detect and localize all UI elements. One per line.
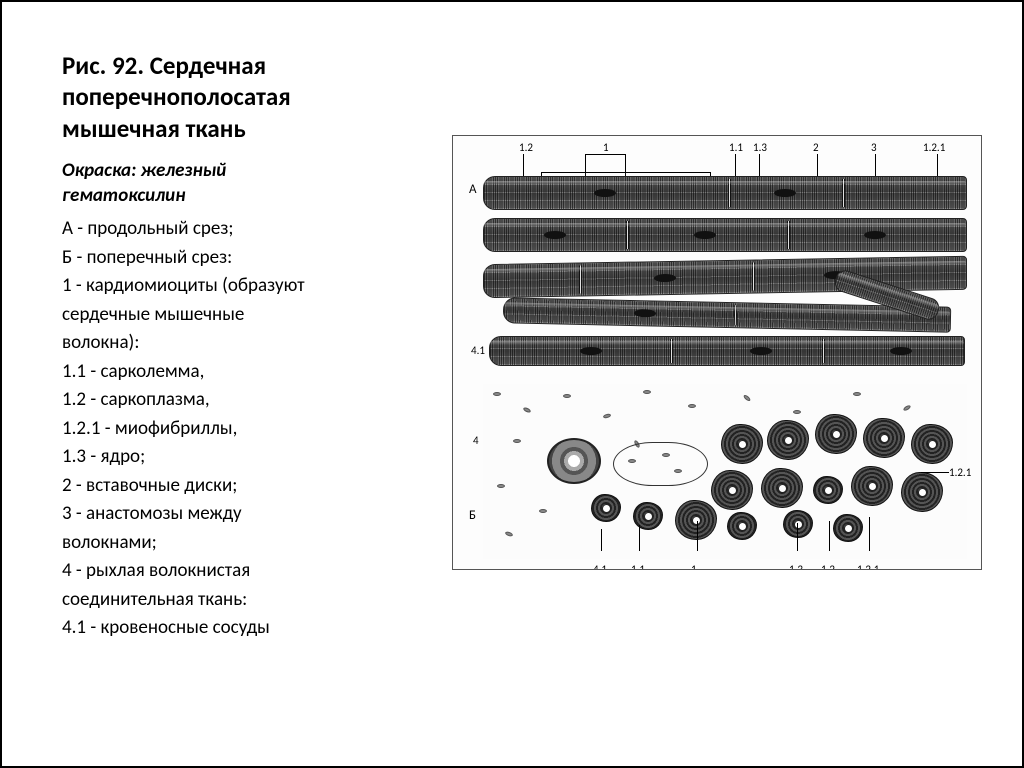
figure-column: 1.2 1 1.1 1.3 2 3 1.2.1 А bbox=[452, 50, 982, 726]
legend-line: А - продольный срез; bbox=[62, 215, 422, 244]
leader-line bbox=[869, 517, 870, 551]
leader-line bbox=[639, 525, 640, 551]
cross-section-cell bbox=[911, 424, 953, 464]
legend-line: 2 - вставочные диски; bbox=[62, 472, 422, 501]
cross-section-cell bbox=[813, 476, 843, 504]
cross-section-cell bbox=[783, 510, 813, 538]
leader-line bbox=[921, 472, 949, 473]
section-a-label: А bbox=[469, 182, 477, 197]
callout: 1.2.1 bbox=[923, 141, 945, 154]
cross-section-cell bbox=[815, 414, 857, 454]
callout: 1.2 bbox=[821, 563, 835, 570]
legend-line: соединительная ткань: bbox=[62, 586, 422, 615]
cross-section-cell bbox=[633, 502, 663, 530]
legend-line: 4.1 - кровеносные сосуды bbox=[62, 614, 422, 643]
title-line-1: Сердечная bbox=[150, 50, 266, 81]
legend-column: Рис. 92. Сердечная поперечнополосатая мы… bbox=[62, 50, 422, 726]
legend-line: 1 - кардиомиоциты (образуют bbox=[62, 272, 422, 301]
stain-line-1: Окраска: железный bbox=[62, 159, 226, 182]
callout: 1.3 bbox=[789, 563, 803, 570]
cross-section-cell bbox=[591, 494, 621, 522]
legend-line: 1.2.1 - миофибриллы, bbox=[62, 415, 422, 444]
cross-section-cell bbox=[711, 470, 753, 510]
callout: 1.1 bbox=[631, 563, 645, 570]
cross-section-cell bbox=[833, 514, 863, 542]
leader-line bbox=[523, 154, 524, 176]
cross-section-cell bbox=[761, 468, 803, 508]
callout: 4 bbox=[473, 434, 479, 447]
cross-section-cell bbox=[901, 472, 943, 512]
stain-method: Окраска: железный гематоксилин bbox=[62, 158, 422, 209]
section-b-label: Б bbox=[469, 508, 476, 523]
title-line-3: мышечная ткань bbox=[62, 113, 246, 144]
figure-number: Рис. 92. bbox=[62, 50, 144, 81]
legend-line: 1.2 - саркоплазма, bbox=[62, 386, 422, 415]
figure-title: Рис. 92. Сердечная поперечнополосатая мы… bbox=[62, 50, 422, 144]
callout: 1.2 bbox=[519, 141, 533, 154]
legend-line: волокнами; bbox=[62, 529, 422, 558]
leader-line bbox=[585, 154, 625, 155]
callout: 1.3 bbox=[753, 141, 767, 154]
cross-section-cell bbox=[727, 512, 757, 540]
cross-section-cell bbox=[675, 500, 717, 540]
legend-line: 4 - рыхлая волокнистая bbox=[62, 557, 422, 586]
callout: 3 bbox=[871, 141, 877, 154]
callout: 1.2.1 bbox=[949, 466, 971, 479]
cardiac-fiber bbox=[483, 176, 967, 210]
legend-line: 1.1 - сарколемма, bbox=[62, 358, 422, 387]
legend-line: 3 - анастомозы между bbox=[62, 500, 422, 529]
cardiac-fiber bbox=[489, 336, 965, 366]
top-callouts: 1.2 1 1.1 1.3 2 3 1.2.1 bbox=[453, 141, 981, 161]
callout: 2 bbox=[813, 141, 819, 154]
callout: 1 bbox=[691, 563, 697, 570]
leader-line bbox=[735, 154, 736, 176]
leader-line bbox=[601, 529, 602, 551]
legend-line: сердечные мышечные bbox=[62, 301, 422, 330]
cross-section-cell bbox=[851, 466, 893, 506]
callout: 1.2.1 bbox=[857, 563, 879, 570]
leader-line bbox=[829, 521, 830, 551]
title-line-2: поперечнополосатая bbox=[62, 81, 291, 112]
legend-line: волокна): bbox=[62, 329, 422, 358]
cross-section-cell bbox=[767, 420, 809, 460]
vessel-outline bbox=[613, 442, 708, 486]
callout: 1.1 bbox=[729, 141, 743, 154]
connective-tissue-area bbox=[483, 384, 967, 559]
cross-section-cell bbox=[721, 424, 763, 464]
histology-figure: 1.2 1 1.1 1.3 2 3 1.2.1 А bbox=[452, 135, 982, 570]
legend-line: 1.3 - ядро; bbox=[62, 443, 422, 472]
callout: 1 bbox=[603, 141, 609, 154]
leader-line bbox=[797, 523, 798, 551]
cross-section-cell bbox=[863, 418, 905, 458]
legend-line: Б - поперечный срез: bbox=[62, 244, 422, 273]
callout: 4.1 bbox=[471, 344, 485, 357]
blood-vessel bbox=[547, 438, 601, 484]
cardiac-fiber bbox=[483, 218, 967, 252]
stain-line-2: гематоксилин bbox=[62, 184, 185, 207]
callout: 4.1 bbox=[593, 563, 607, 570]
leader-line bbox=[697, 521, 698, 551]
